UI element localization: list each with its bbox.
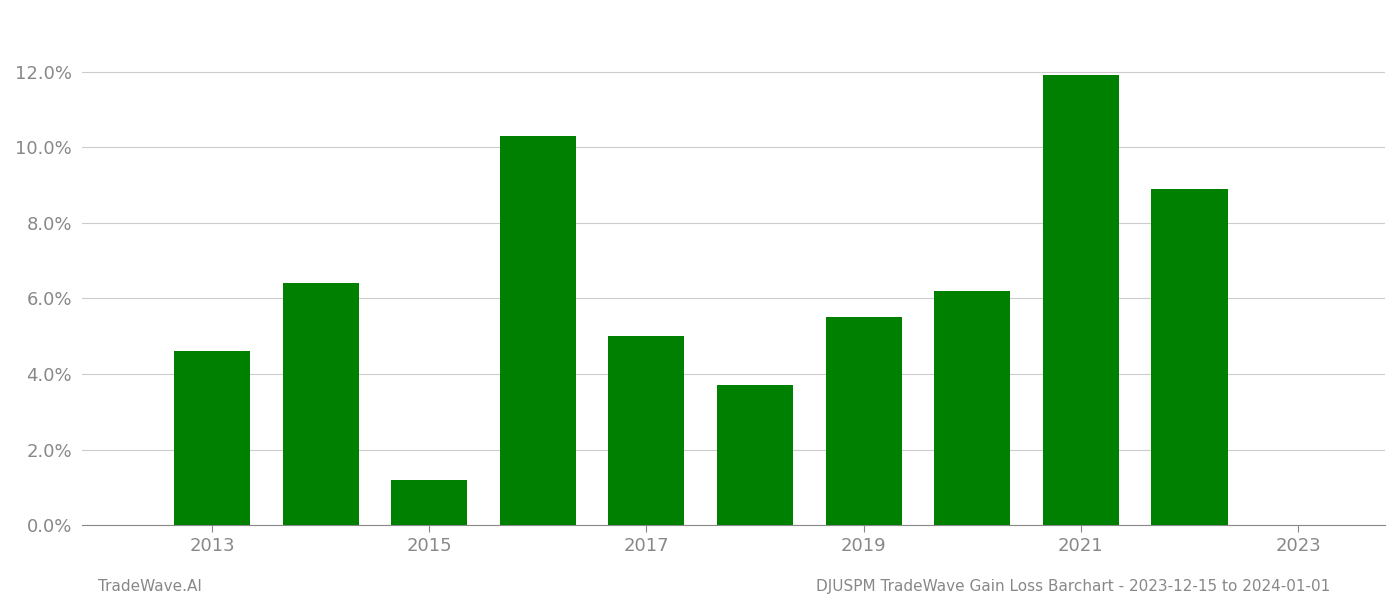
Bar [391,480,468,525]
Bar [174,352,251,525]
Bar [283,283,358,525]
Bar [717,385,792,525]
Bar [609,336,685,525]
Bar [826,317,902,525]
Bar [1043,76,1119,525]
Bar [500,136,575,525]
Bar [1151,189,1228,525]
Text: TradeWave.AI: TradeWave.AI [98,579,202,594]
Bar [934,291,1011,525]
Text: DJUSPM TradeWave Gain Loss Barchart - 2023-12-15 to 2024-01-01: DJUSPM TradeWave Gain Loss Barchart - 20… [816,579,1330,594]
